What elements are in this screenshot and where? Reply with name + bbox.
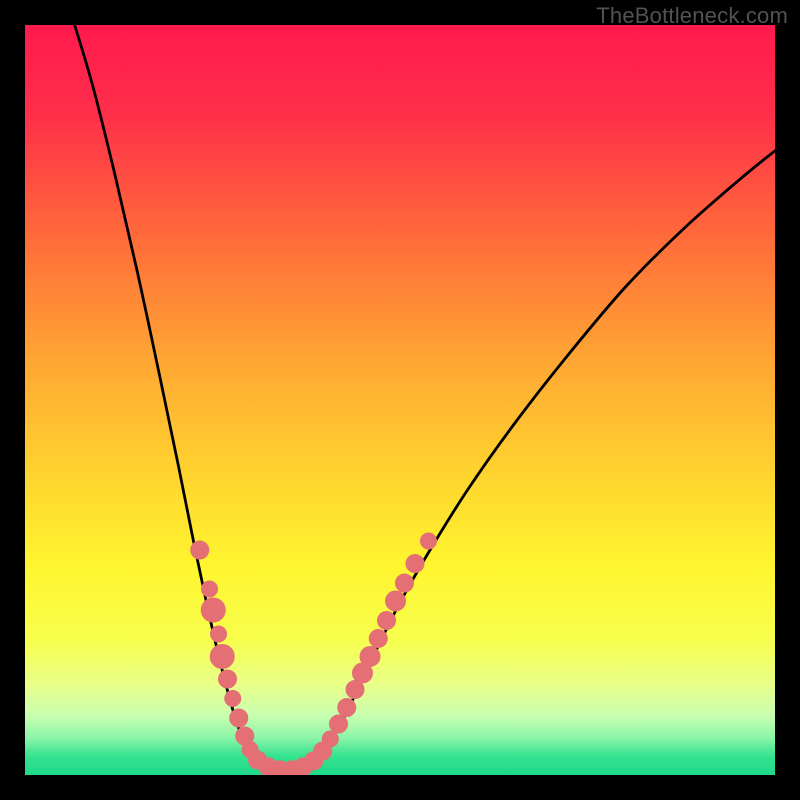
data-marker xyxy=(369,630,387,648)
watermark-text: TheBottleneck.com xyxy=(596,3,788,29)
data-marker xyxy=(230,709,248,727)
data-marker xyxy=(322,731,338,747)
data-marker xyxy=(219,670,237,688)
data-marker xyxy=(360,647,380,667)
chart-container: TheBottleneck.com xyxy=(0,0,800,800)
data-marker xyxy=(202,581,218,597)
data-marker xyxy=(406,555,424,573)
data-marker xyxy=(210,645,234,669)
data-marker xyxy=(201,598,225,622)
data-marker xyxy=(225,691,241,707)
data-marker xyxy=(211,626,227,642)
data-marker xyxy=(330,715,348,733)
bottleneck-chart-svg xyxy=(0,0,800,800)
data-marker xyxy=(421,533,437,549)
data-marker xyxy=(338,699,356,717)
plot-background xyxy=(25,25,775,775)
data-marker xyxy=(191,541,209,559)
data-marker xyxy=(378,612,396,630)
data-marker xyxy=(396,574,414,592)
data-marker xyxy=(386,591,406,611)
